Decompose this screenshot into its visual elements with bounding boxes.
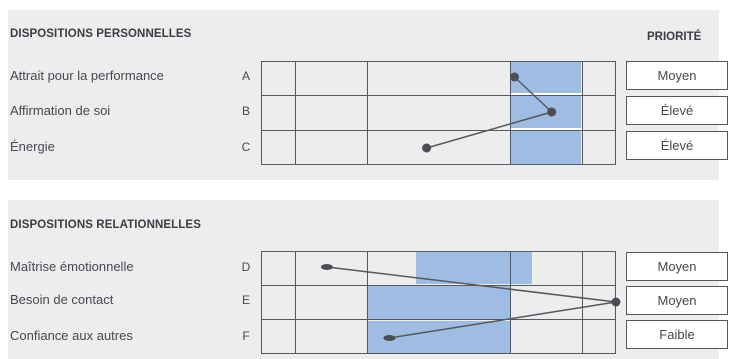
row-letter-e: E bbox=[241, 293, 250, 307]
row-letter-d: D bbox=[241, 260, 251, 274]
grid-personal bbox=[261, 61, 616, 165]
row-label-c: Énergie bbox=[10, 139, 55, 154]
priority-badge-c: Élevé bbox=[626, 131, 728, 160]
row-letter-b: B bbox=[241, 104, 250, 118]
row-label-b: Affirmation de soi bbox=[10, 103, 111, 118]
priority-badge-e: Moyen bbox=[626, 286, 728, 315]
range-band-e bbox=[367, 286, 510, 319]
score-marker-d bbox=[320, 264, 333, 270]
row-label-a: Attrait pour la performance bbox=[10, 68, 164, 83]
score-marker-a bbox=[510, 72, 519, 82]
row-letter-a: A bbox=[241, 69, 250, 83]
priority-badge-d: Moyen bbox=[626, 252, 728, 281]
row-letter-c: C bbox=[241, 140, 251, 154]
grid-relational bbox=[261, 251, 621, 354]
row-label-e: Besoin de contact bbox=[10, 292, 114, 307]
score-marker-c bbox=[422, 143, 432, 153]
score-marker-e bbox=[611, 297, 621, 307]
priority-badge-a: Moyen bbox=[626, 61, 728, 90]
row-letter-f: F bbox=[242, 329, 250, 343]
priority-header: PRIORITÉ bbox=[647, 31, 702, 43]
relational-dispositions-panel bbox=[8, 200, 719, 359]
row-label-d: Maîtrise émotionnelle bbox=[10, 259, 134, 274]
score-marker-f bbox=[383, 335, 396, 341]
section-title-relational: DISPOSITIONS RELATIONNELLES bbox=[10, 219, 201, 231]
section-title-personal: DISPOSITIONS PERSONNELLES bbox=[10, 28, 192, 40]
priority-badge-b: Élevé bbox=[626, 96, 728, 125]
range-band-d bbox=[416, 251, 532, 284]
row-label-f: Confiance aux autres bbox=[10, 328, 133, 343]
score-marker-b bbox=[547, 107, 557, 117]
priority-badge-f: Faible bbox=[626, 320, 728, 349]
